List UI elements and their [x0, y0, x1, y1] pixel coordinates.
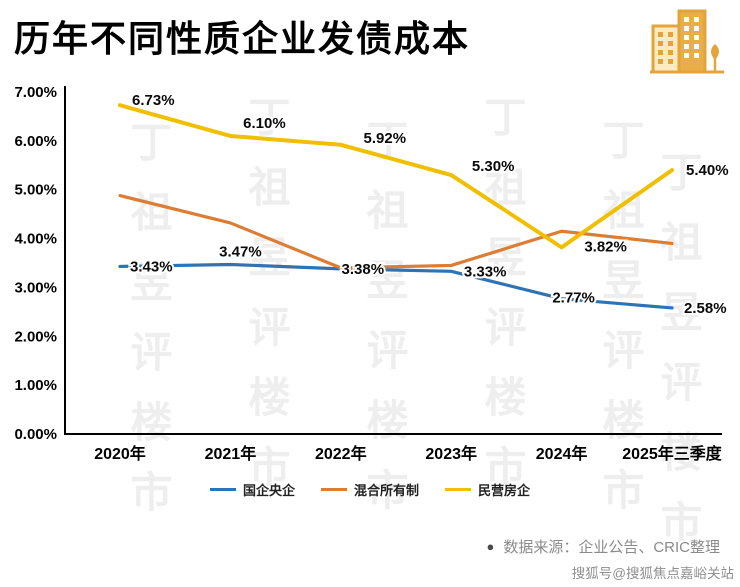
data-label: 5.92%	[364, 130, 407, 147]
data-label: 3.38%	[342, 261, 385, 278]
legend-item: 国企央企	[209, 480, 295, 499]
legend-swatch	[320, 488, 347, 491]
y-tick-label: 2.00%	[14, 328, 57, 345]
legend-swatch	[209, 488, 236, 491]
legend-item: 民营房企	[445, 480, 530, 499]
x-tick-label: 2023年	[425, 444, 477, 463]
data-label: 3.82%	[584, 238, 627, 255]
data-label: 3.47%	[219, 243, 262, 260]
y-tick-label: 7.00%	[14, 84, 57, 101]
data-label: 5.40%	[686, 162, 729, 179]
data-source-text: 数据来源：企业公告、CRIC整理	[503, 539, 720, 556]
data-label: 6.73%	[132, 92, 175, 109]
y-tick-label: 1.00%	[14, 377, 57, 394]
chart-legend: 国企央企 混合所有制 民营房企	[0, 480, 740, 499]
data-label: 2.58%	[684, 300, 727, 317]
legend-label: 民营房企	[478, 483, 531, 498]
data-label: 3.33%	[464, 263, 507, 280]
legend-item: 混合所有制	[320, 480, 419, 499]
x-tick-label: 2022年	[315, 444, 367, 463]
y-tick-label: 4.00%	[14, 231, 57, 248]
data-label: 5.30%	[472, 158, 515, 175]
x-tick-label: 2021年	[205, 444, 257, 463]
series-line	[118, 262, 674, 310]
legend-label: 混合所有制	[353, 483, 419, 498]
x-tick-label: 2020年	[94, 444, 146, 463]
data-label: 2.77%	[552, 290, 595, 307]
bullet-icon: ●	[486, 539, 495, 554]
legend-swatch	[445, 488, 471, 491]
page-title: 历年不同性质企业发债成本	[14, 18, 471, 59]
buildings-icon-svg	[650, 9, 724, 74]
data-label: 6.10%	[243, 115, 286, 132]
series-line	[118, 103, 674, 250]
legend-label: 国企央企	[242, 483, 295, 498]
series-line	[118, 193, 674, 270]
buildings-icon	[648, 6, 726, 76]
sohu-watermark: 搜狐号@搜狐焦点嘉峪关站	[571, 566, 734, 581]
y-tick-label: 6.00%	[14, 133, 57, 150]
y-tick-label: 3.00%	[14, 279, 57, 296]
x-tick-label: 2024年	[536, 444, 588, 463]
data-source: ● 数据来源：企业公告、CRIC整理	[486, 536, 720, 557]
x-tick-label: 2025年三季度	[622, 444, 723, 463]
data-label: 3.43%	[130, 258, 173, 275]
y-tick-label: 5.00%	[14, 182, 57, 199]
line-chart: 0.00% 1.00% 2.00% 3.00% 4.00% 5.00% 6.00% 7.00%…	[0, 82, 740, 482]
y-tick-label: 0.00%	[14, 426, 57, 443]
